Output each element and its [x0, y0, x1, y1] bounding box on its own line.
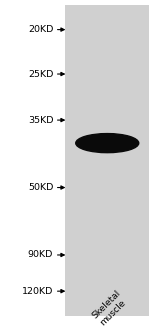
Text: 20KD: 20KD — [28, 25, 53, 34]
Text: 25KD: 25KD — [28, 69, 53, 79]
Text: Skeletal
muscle: Skeletal muscle — [91, 288, 130, 327]
Text: 120KD: 120KD — [22, 287, 53, 296]
Text: 90KD: 90KD — [28, 250, 53, 260]
Text: 35KD: 35KD — [28, 115, 53, 125]
Text: 50KD: 50KD — [28, 183, 53, 192]
Ellipse shape — [76, 134, 139, 153]
Bar — [65, 5, 148, 316]
